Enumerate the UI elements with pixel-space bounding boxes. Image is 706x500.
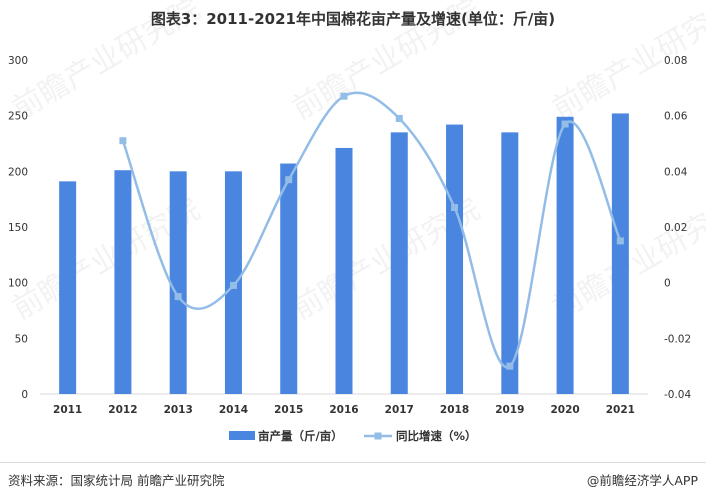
y-right-tick-label: 0.08 (664, 55, 687, 67)
bar (446, 124, 464, 394)
line-point (616, 237, 624, 245)
y-left-tick-label: 150 (8, 222, 28, 234)
bar (611, 113, 629, 394)
legend-bar-swatch (229, 431, 255, 440)
line-point (451, 204, 459, 212)
line-point (506, 362, 514, 370)
x-tick-label: 2020 (550, 404, 579, 416)
y-left-tick-label: 200 (8, 166, 28, 178)
line-point (395, 114, 403, 122)
y-right-tick-label: -0.04 (664, 389, 691, 401)
legend: 亩产量（斤/亩） 同比增速（%） (229, 429, 477, 443)
x-tick-label: 2017 (385, 404, 414, 416)
line-series (119, 91, 624, 370)
y-right-tick-label: 0 (664, 278, 671, 290)
axes: 0 50 100 150 200 250 300 -0.04 -0.02 0 0.02 0.04 0.0… (8, 55, 692, 416)
legend-bar-label: 亩产量（斤/亩） (258, 429, 343, 443)
footer-divider (0, 462, 706, 463)
line-point (119, 137, 127, 145)
y-left-tick-label: 50 (15, 333, 28, 345)
brand-credit: @前瞻经济学人APP (586, 473, 698, 488)
x-tick-label: 2011 (53, 404, 82, 416)
bar (280, 163, 298, 394)
x-tick-label: 2018 (440, 404, 469, 416)
y-left-tick-label: 100 (8, 278, 28, 290)
y-left-tick-label: 250 (8, 111, 28, 123)
bar (335, 147, 353, 394)
y-left-tick-label: 0 (21, 389, 28, 401)
line-point (285, 176, 293, 184)
y-right-tick-label: 0.04 (664, 166, 688, 178)
chart-svg: 前瞻产业研究院前瞻产业研究院前瞻产业研究院前瞻产业研究院前瞻产业研究院前瞻产业研… (7, 0, 706, 443)
bar-series (59, 113, 629, 394)
x-tick-label: 2014 (219, 404, 248, 416)
chart-title: 图表3：2011-2021年中国棉花亩产量及增速(单位：斤/亩) (150, 10, 556, 28)
bar (169, 171, 187, 394)
bar (501, 132, 519, 394)
line-point (340, 92, 348, 100)
bar (114, 170, 132, 394)
legend-line-label: 同比增速（%） (396, 429, 477, 443)
bar (556, 116, 574, 394)
x-tick-label: 2012 (108, 404, 137, 416)
x-tick-label: 2015 (274, 404, 303, 416)
growth-line (121, 91, 622, 369)
y-right-tick-label: 0.02 (664, 222, 687, 234)
source-note: 资料来源：国家统计局 前瞻产业研究院 (8, 473, 225, 488)
x-tick-label: 2013 (164, 404, 193, 416)
x-tick-label: 2016 (329, 404, 358, 416)
line-point (229, 281, 237, 289)
bar (390, 132, 408, 394)
x-tick-label: 2021 (606, 404, 635, 416)
y-right-tick-label: 0.06 (664, 111, 688, 123)
line-point (561, 120, 569, 128)
y-left-tick-label: 300 (8, 55, 28, 67)
x-tick-label: 2019 (495, 404, 524, 416)
watermark-layer: 前瞻产业研究院前瞻产业研究院前瞻产业研究院前瞻产业研究院前瞻产业研究院前瞻产业研… (7, 0, 706, 327)
line-point (174, 293, 182, 301)
legend-line-marker (374, 432, 382, 440)
bar (59, 181, 77, 394)
watermark-text: 前瞻产业研究院 (7, 0, 206, 127)
y-right-tick-label: -0.02 (664, 333, 691, 345)
